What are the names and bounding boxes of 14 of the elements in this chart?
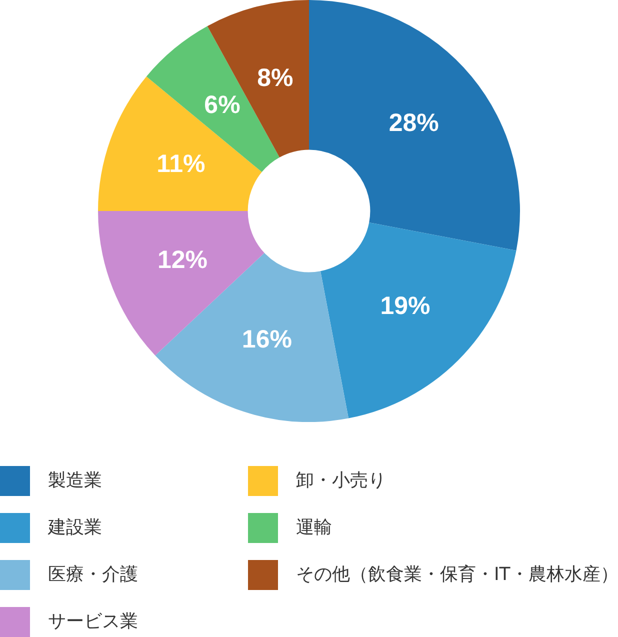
data-label: 12% (157, 246, 208, 274)
data-label: 19% (380, 292, 430, 320)
data-label: 11% (156, 150, 206, 178)
data-label: 28% (388, 109, 439, 138)
legend-label: 運輸 (296, 516, 332, 540)
legend-label: その他（飲食業・保育・IT・農林水産） (296, 563, 618, 587)
data-label: 8% (257, 64, 294, 92)
data-label: 6% (204, 91, 240, 120)
legend-label: 建設業 (48, 516, 102, 540)
data-label: 16% (242, 325, 292, 354)
legend-label: サービス業 (48, 610, 138, 634)
legend-label: 製造業 (48, 469, 102, 493)
legend-label: 卸・小売り (296, 469, 386, 493)
legend-label: 医療・介護 (48, 563, 138, 587)
